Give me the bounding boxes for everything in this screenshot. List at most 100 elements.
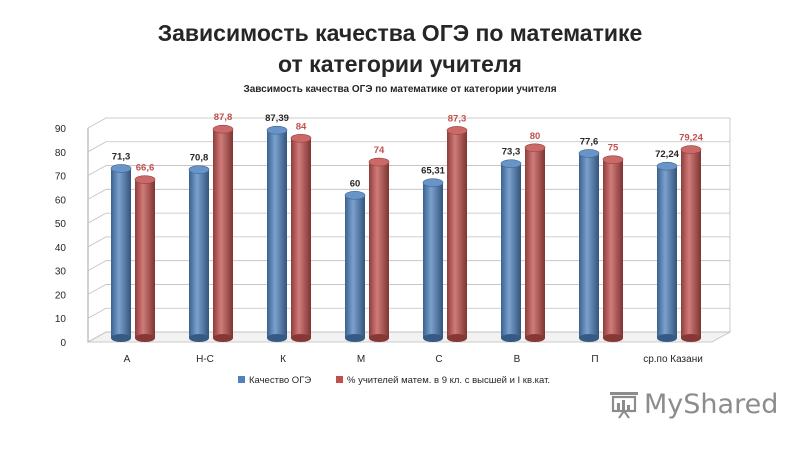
bar-body [525,147,545,338]
x-tick-label: Н-С [196,354,214,365]
bar-body [267,130,287,338]
bar-uchitelya [602,155,624,342]
bar-uchitelya [446,126,468,342]
data-label: 80 [530,131,541,142]
bar-uchitelya [680,145,702,342]
data-label: 87,39 [265,113,289,124]
gridline [87,236,730,248]
gridline [87,117,730,129]
data-label: 74 [374,145,385,156]
bar-kachestvo [188,165,210,342]
y-tick-label: 70 [55,172,67,183]
bar-base [135,334,155,342]
gridline [87,331,730,343]
data-label: 71,3 [112,151,131,162]
bar-top [212,124,234,134]
bar-base [603,334,623,342]
x-tick-label: ср.по Казани [643,354,703,365]
data-label: 79,24 [679,133,703,144]
y-tick-label: 60 [55,195,67,206]
legend-swatch [238,376,245,383]
bar-base [291,334,311,342]
gridline [87,141,730,153]
x-tick-label: С [435,354,442,365]
bar-body [291,138,311,338]
gridline [87,260,730,272]
bar-top [266,125,288,135]
presentation-chart-icon [610,392,638,419]
legend-swatch [336,376,343,383]
bar-kachestvo [266,125,288,342]
gridline [87,212,730,224]
bar-uchitelya [368,157,390,342]
bar-base [189,334,209,342]
bar-uchitelya [134,175,156,342]
bar-kachestvo [422,178,444,342]
bar-base [267,334,287,342]
data-label: 87,3 [448,113,467,124]
chart-title: Завсимость качества ОГЭ по математике от… [243,84,557,95]
bar-body [345,195,365,338]
bar-top [524,143,546,153]
y-tick-label: 40 [55,243,67,254]
data-label: 60 [350,178,361,189]
y-tick-label: 50 [55,219,67,230]
data-label: 73,3 [502,147,521,158]
y-tick-label: 10 [55,314,67,325]
bar-body [603,159,623,338]
y-tick-label: 30 [55,267,67,278]
bar-base [111,334,131,342]
bar-body [579,153,599,338]
data-label: 65,31 [421,166,445,177]
bar-body [423,182,443,338]
bar-top [368,157,390,167]
bar-base [657,334,677,342]
bar-top [422,178,444,188]
data-label: 66,6 [136,163,155,174]
bar-base [525,334,545,342]
bar-top [188,165,210,174]
bar-uchitelya [524,143,546,342]
bar-body [447,130,467,338]
watermark-text: MyShared [644,388,779,420]
bar-top [290,133,312,143]
watermark: MyShared [608,384,778,424]
bar-base [423,334,443,342]
bar-top [680,145,702,154]
data-label: 84 [296,121,307,132]
gridline [87,188,730,200]
bar-base [681,334,701,342]
bar-kachestvo [578,149,600,342]
data-label: 72,24 [655,149,679,160]
bar-top [344,191,366,200]
bar-base [579,334,599,342]
legend-label: Качество ОГЭ [249,375,311,386]
bar-body [369,162,389,338]
bar-top [446,126,468,135]
bar-base [213,334,233,342]
data-label: 70,8 [190,153,209,164]
bar-top [602,155,624,164]
bar-body [501,163,521,338]
x-tick-label: П [591,354,598,365]
bar-body [213,129,233,338]
bar-body [189,169,209,338]
gridline [87,165,730,176]
bar-uchitelya [290,133,312,342]
bar-body [681,149,701,338]
bar-uchitelya [212,124,234,342]
bar-top [110,164,132,173]
x-tick-label: А [124,354,131,365]
data-label: 87,8 [214,112,233,123]
slide-title-line1: Зависимость качества ОГЭ по математике [157,20,643,46]
bar-top [656,161,678,171]
data-label: 75 [608,143,619,154]
x-tick-label: К [280,354,286,365]
gridline [87,284,730,295]
y-tick-label: 0 [60,338,66,349]
bar-kachestvo [344,191,366,342]
bar-top [500,159,522,169]
bar-base [447,334,467,342]
chart-floor [86,331,732,343]
bar-base [369,334,389,342]
